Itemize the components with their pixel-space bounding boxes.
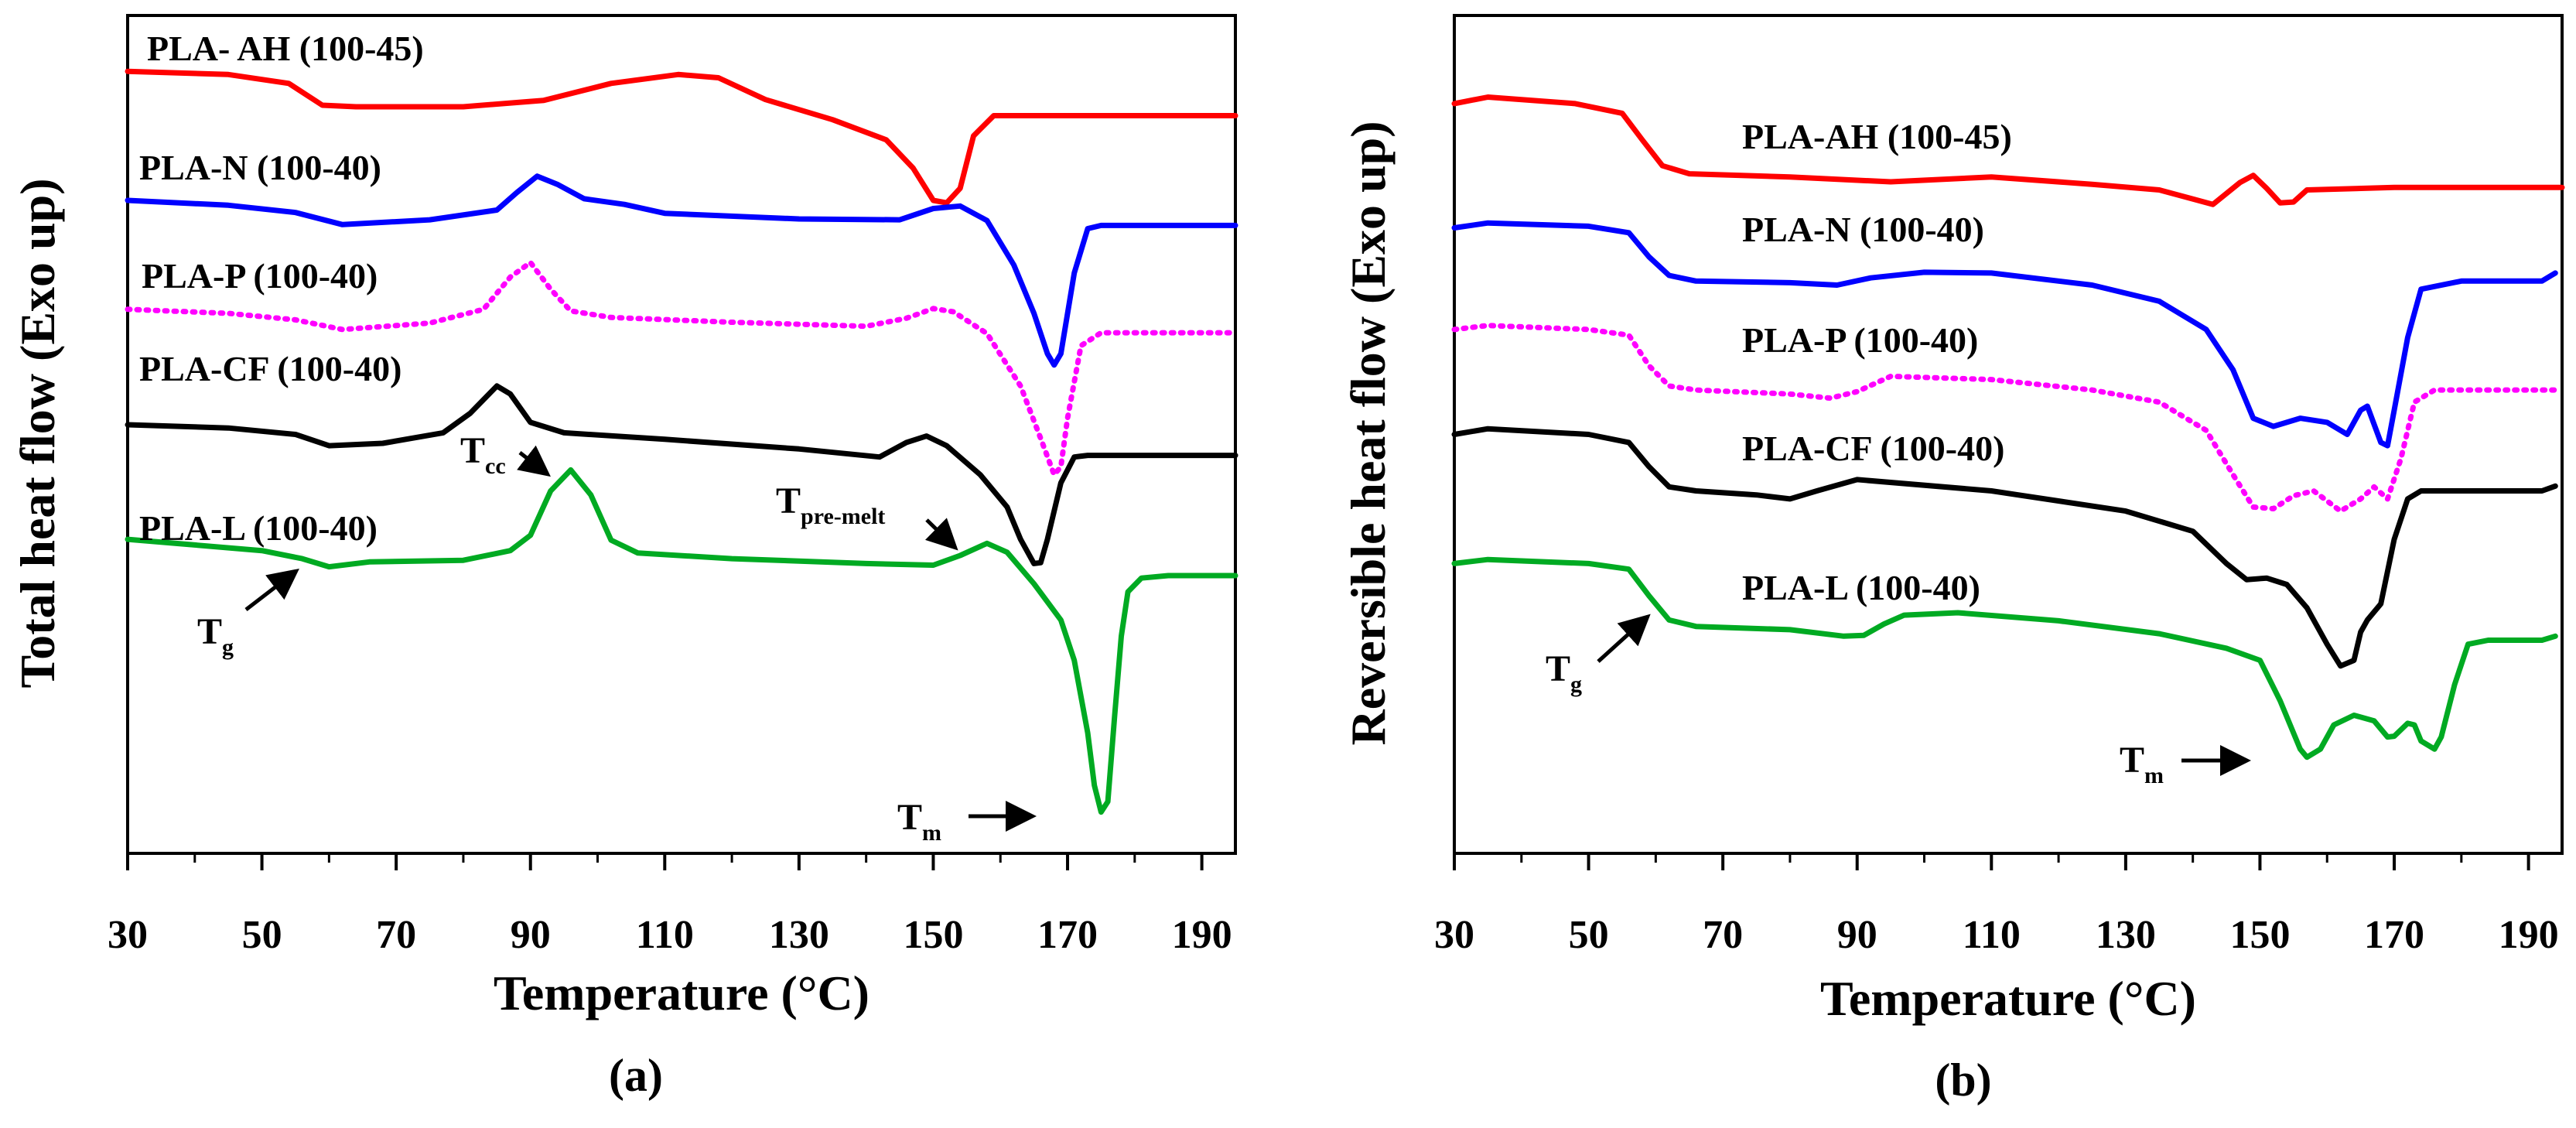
series-label-pla-p-a: PLA-P (100-40) [142,256,378,296]
arrow-tg-b [1597,614,1651,663]
x-axis-title-a: Temperature (°C) [494,966,869,1020]
series-line-b-1 [1451,220,2558,449]
series-group-b [1451,94,2565,761]
series-line-b-4 [1451,556,2558,761]
x-tick-label-b-1: 50 [1569,913,1609,957]
series-label-pla-l-b: PLA-L (100-40) [1742,568,1980,607]
arrow-tpre-a [924,518,958,551]
panel-label-a: (a) [609,1050,663,1101]
panel-b: 30 50 70 90 110 130 150 170 190 Temperature (°C)… [1341,14,2565,1106]
series-label-pla-cf-b: PLA-CF (100-40) [1742,429,2004,468]
x-axis-title-b: Temperature (°C) [1820,971,2196,1026]
series-label-pla-p-b: PLA-P (100-40) [1742,320,1978,360]
series-line-a-4 [125,467,1238,815]
svg-text:Tcc: Tcc [460,430,506,479]
plot-frame-a [126,14,1237,855]
x-tick-label-b-7: 170 [2364,913,2424,957]
series-line-b-0 [1451,94,2565,207]
series-line-b-3 [1451,426,2558,669]
panel-a: 30 50 70 90 110 130 150 170 190 Temperature (°C)… [10,14,1238,1101]
x-tick-label-b-0: 30 [1434,913,1474,957]
series-line-a-2 [125,259,1238,478]
x-tick-label-b-6: 150 [2229,913,2290,957]
svg-text:Tm: Tm [2120,740,2164,788]
arrow-tcc-a [517,445,551,477]
series-label-pla-cf-a: PLA-CF (100-40) [139,349,401,388]
x-ticks-a: 30 50 70 90 110 130 150 170 190 [108,853,1232,957]
x-ticks-b: 30 50 70 90 110 130 150 170 190 [1434,853,2559,957]
x-tick-label-b-2: 70 [1703,913,1743,957]
annotation-tm-b: Tm [2120,740,2251,788]
svg-text:Tg: Tg [197,611,234,660]
series-label-pla-l-a: PLA-L (100-40) [139,508,378,548]
y-axis-title-a: Total heat flow (Exo up) [10,178,65,688]
series-group-a [125,68,1238,815]
annotation-tcc-a: Tcc [460,430,551,479]
x-tick-label-a-1: 50 [242,913,282,957]
annotation-tm-a: Tm [897,797,1037,846]
x-tick-label-a-6: 150 [903,913,963,957]
x-tick-label-a-4: 110 [636,913,694,957]
annotation-tpre-a: Tpre-melt [776,480,958,551]
x-tick-label-a-0: 30 [108,913,148,957]
x-tick-label-b-8: 190 [2499,913,2559,957]
x-tick-label-a-2: 70 [376,913,416,957]
x-tick-label-b-3: 90 [1837,913,1877,957]
series-line-b-2 [1451,323,2558,514]
y-axis-title-b: Reversible heat flow (Exo up) [1341,121,1396,745]
x-tick-label-b-4: 110 [1963,913,2021,957]
series-line-a-3 [125,383,1238,566]
panel-label-b: (b) [1935,1055,1991,1106]
series-label-pla-ah-b: PLA-AH (100-45) [1742,117,2012,156]
series-line-a-1 [125,173,1238,368]
x-tick-label-a-5: 130 [769,913,829,957]
annotation-tg-b: Tg [1546,614,1651,697]
series-label-pla-n-b: PLA-N (100-40) [1742,210,1984,249]
svg-text:Tm: Tm [897,797,941,846]
arrow-tg-a [244,568,299,611]
series-label-pla-ah-a: PLA- AH (100-45) [147,29,424,68]
annotation-tg-a: Tg [197,568,299,660]
series-label-pla-n-a: PLA-N (100-40) [139,148,381,187]
svg-text:Tpre-melt: Tpre-melt [776,480,885,529]
x-tick-label-a-8: 190 [1172,913,1232,957]
x-tick-label-b-5: 130 [2096,913,2156,957]
x-tick-label-a-7: 170 [1037,913,1098,957]
series-line-a-0 [125,68,1238,206]
svg-text:Tg: Tg [1546,648,1582,697]
x-tick-label-a-3: 90 [511,913,551,957]
